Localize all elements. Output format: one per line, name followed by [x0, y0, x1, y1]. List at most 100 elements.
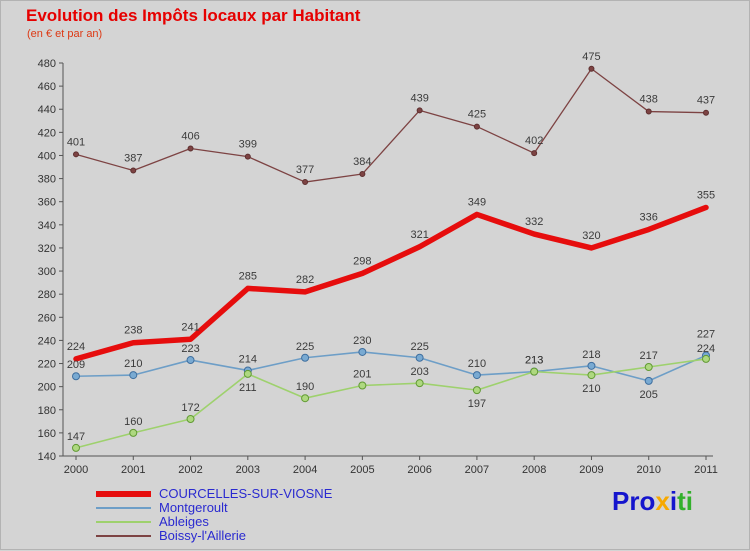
value-label: 224 — [697, 343, 715, 355]
y-tick-label: 320 — [38, 243, 56, 255]
data-point — [358, 347, 367, 356]
y-tick-label: 460 — [38, 81, 56, 93]
data-point — [186, 356, 195, 365]
data-point — [644, 362, 653, 371]
value-label: 349 — [468, 196, 486, 208]
value-label: 282 — [296, 274, 314, 286]
data-point — [587, 361, 596, 370]
x-tick-label: 2010 — [636, 464, 660, 476]
data-point — [415, 379, 424, 388]
logo-letter: t — [677, 486, 686, 516]
x-tick-label: 2009 — [579, 464, 603, 476]
value-label: 241 — [181, 321, 199, 333]
value-label: 172 — [181, 402, 199, 414]
y-tick-label: 140 — [38, 451, 56, 463]
data-point — [72, 372, 80, 381]
chart-legend: COURCELLES-SUR-VIOSNE Montgeroult Ableiges… — [96, 487, 332, 542]
series-line-ableiges — [75, 358, 707, 449]
series-line-boissy-l-aillerie — [75, 68, 707, 183]
y-tick-label: 260 — [38, 312, 56, 324]
value-label: 225 — [296, 341, 314, 353]
data-point — [302, 179, 309, 186]
data-point — [358, 381, 367, 390]
value-label: 402 — [525, 135, 543, 147]
data-point — [244, 153, 251, 160]
value-label: 211 — [239, 382, 257, 394]
logo-letter: i — [669, 486, 678, 516]
value-label: 384 — [353, 156, 371, 168]
data-point — [301, 394, 310, 403]
data-point — [130, 167, 137, 174]
value-label: 218 — [582, 349, 600, 361]
y-tick-label: 340 — [38, 220, 56, 232]
data-point — [129, 428, 138, 437]
x-tick-label: 2000 — [64, 464, 88, 476]
value-label: 355 — [697, 189, 715, 201]
data-point — [243, 369, 252, 378]
value-label: 336 — [640, 211, 658, 223]
x-tick-label: 2001 — [121, 464, 145, 476]
value-label: 227 — [697, 328, 715, 340]
data-point — [644, 376, 653, 385]
x-tick-label: 2006 — [407, 464, 431, 476]
value-label: 475 — [582, 51, 600, 63]
value-label: 201 — [353, 368, 371, 380]
legend-line-sample — [96, 506, 151, 509]
value-label: 439 — [410, 92, 428, 104]
value-label: 320 — [582, 230, 600, 242]
logo-letter: i — [685, 486, 693, 516]
data-point — [186, 415, 195, 424]
value-label: 213 — [525, 355, 543, 367]
y-tick-label: 280 — [38, 289, 56, 301]
value-label: 190 — [296, 381, 314, 393]
value-label: 387 — [124, 152, 142, 164]
y-tick-label: 200 — [38, 382, 56, 394]
value-label: 332 — [525, 216, 543, 228]
chart-subtitle: (en € et par an) — [27, 28, 103, 40]
legend-label: Ableiges — [159, 514, 209, 529]
value-label: 225 — [410, 341, 428, 353]
value-label: 205 — [640, 389, 658, 401]
logo-letter: P — [612, 486, 630, 516]
y-tick-label: 480 — [38, 58, 56, 70]
value-label: 425 — [468, 109, 486, 121]
logo-letter: x — [655, 486, 670, 516]
legend-label: COURCELLES-SUR-VIOSNE — [159, 486, 333, 501]
y-tick-label: 380 — [38, 174, 56, 186]
logo-letter: r — [629, 486, 640, 516]
proxiti-logo: Proxiti — [612, 486, 693, 517]
data-point — [72, 443, 80, 452]
series-line-montgeroult — [75, 351, 707, 382]
value-label: 197 — [468, 398, 486, 410]
value-label: 399 — [239, 139, 257, 151]
legend-row: COURCELLES-SUR-VIOSNE — [96, 487, 332, 500]
legend-row: Montgeroult — [96, 501, 332, 514]
data-point — [530, 367, 539, 376]
legend-line-sample — [96, 534, 151, 537]
value-label: 214 — [239, 353, 257, 365]
value-label: 203 — [410, 366, 428, 378]
value-label: 401 — [67, 136, 85, 148]
y-tick-label: 240 — [38, 335, 56, 347]
data-point — [187, 145, 194, 152]
value-label: 377 — [296, 164, 314, 176]
data-point — [73, 151, 79, 158]
data-point — [531, 150, 538, 157]
logo-letter: o — [639, 486, 656, 516]
data-point — [587, 371, 596, 380]
value-label: 321 — [410, 229, 428, 241]
value-label: 217 — [640, 350, 658, 362]
x-tick-label: 2007 — [465, 464, 489, 476]
data-point — [129, 371, 138, 380]
data-point — [473, 123, 480, 130]
y-tick-label: 180 — [38, 405, 56, 417]
value-label: 210 — [582, 383, 600, 395]
series-line-courcelles-sur-viosne — [73, 204, 709, 362]
data-point — [472, 386, 481, 395]
value-label: 209 — [67, 359, 85, 371]
legend-row: Boissy-l'Aillerie — [96, 529, 332, 542]
value-label: 223 — [181, 343, 199, 355]
legend-line-sample — [96, 490, 151, 497]
legend-row: Ableiges — [96, 515, 332, 528]
